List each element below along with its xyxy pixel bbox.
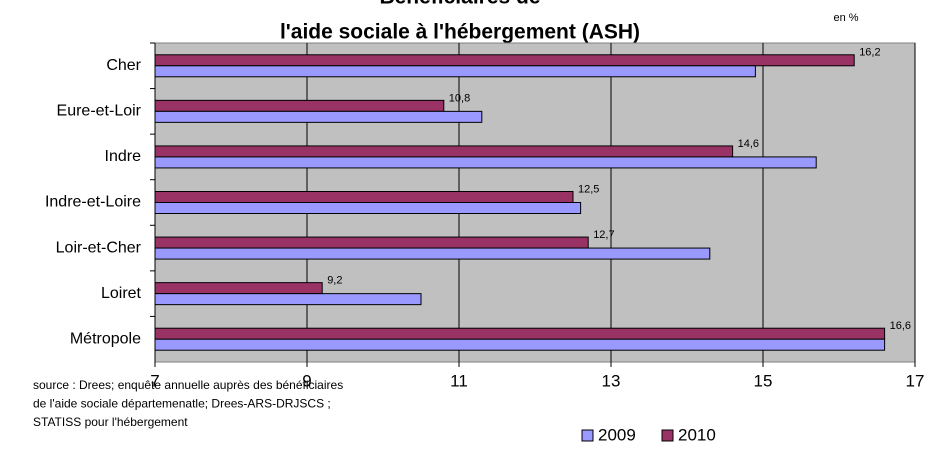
legend-swatch <box>661 429 674 442</box>
x-tick-label: 9 <box>302 371 311 390</box>
legend-swatch <box>581 429 594 442</box>
x-tick-label: 11 <box>450 371 468 390</box>
bar <box>154 110 483 123</box>
y-tick-label: Loir-et-Cher <box>56 239 142 256</box>
x-tick-label: 13 <box>602 371 621 390</box>
data-label: 12,5 <box>578 183 599 195</box>
y-tick-label: Cher <box>106 57 141 74</box>
bar <box>154 327 886 340</box>
data-label: 10,8 <box>449 92 470 104</box>
source-note: STATISS pour l'hébergement <box>33 415 188 429</box>
y-tick-label: Métropole <box>70 330 141 347</box>
x-tick-label: 17 <box>906 371 925 390</box>
y-tick-label: Loiret <box>101 285 142 302</box>
source-note: de l'aide sociale départemenatle; Drees-… <box>33 397 331 411</box>
data-label: 16,2 <box>859 47 880 59</box>
y-tick-label: Indre-et-Loire <box>45 194 141 211</box>
bar <box>154 65 756 78</box>
y-tick-label: Eure-et-Loir <box>57 103 142 120</box>
legend-label: 2010 <box>678 425 716 444</box>
chart-title: l'aide sociale à l'hébergement (ASH) <box>280 21 640 44</box>
data-label: 16,6 <box>890 320 911 332</box>
y-tick-label: Indre <box>105 148 142 165</box>
legend-label: 2009 <box>598 425 636 444</box>
bar <box>154 247 711 260</box>
data-label: 14,6 <box>738 138 759 150</box>
data-label: 12,7 <box>593 229 614 241</box>
bar <box>154 156 817 169</box>
source-note: source : Drees; enquête annuelle auprès … <box>33 378 343 392</box>
bar <box>154 145 734 158</box>
bar <box>154 282 323 295</box>
x-tick-label: 7 <box>150 371 159 390</box>
bar <box>154 338 886 351</box>
chart-title: Bénéficiaires de <box>379 0 540 9</box>
unit-note: en % <box>833 12 858 24</box>
x-tick-label: 15 <box>754 371 773 390</box>
bar <box>154 293 422 306</box>
data-label: 9,2 <box>327 275 342 287</box>
bar <box>154 191 574 203</box>
bar <box>154 236 589 249</box>
bar <box>154 54 855 67</box>
bar <box>154 99 445 112</box>
bar <box>154 202 582 214</box>
